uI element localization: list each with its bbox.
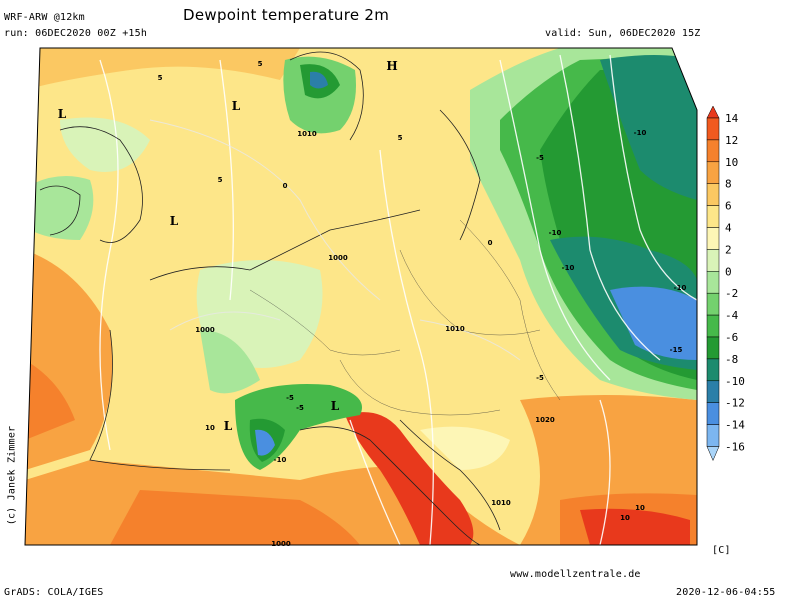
colorbar-tick-label: 2 bbox=[725, 243, 732, 256]
isotherm-label: 5 bbox=[398, 134, 403, 142]
isobar-label: 1000 bbox=[195, 326, 215, 334]
isotherm-label: 5 bbox=[158, 74, 163, 82]
isotherm-label: 5 bbox=[258, 60, 263, 68]
colorbar-bottom-arrow bbox=[706, 446, 720, 462]
colorbar-tick-label: 10 bbox=[725, 156, 738, 169]
isobar-label: 1010 bbox=[297, 130, 317, 138]
colorbar-tick-label: 0 bbox=[725, 265, 732, 278]
colorbar-tick-label: -14 bbox=[725, 419, 745, 432]
isobar-label: 1000 bbox=[328, 254, 348, 262]
pressure-center-label: H bbox=[386, 59, 397, 73]
isotherm-label: -5 bbox=[536, 374, 544, 382]
colorbar-swatch bbox=[706, 380, 720, 403]
colorbar-tick-label: 8 bbox=[725, 178, 732, 191]
colorbar-tick-label: -8 bbox=[725, 353, 738, 366]
colorbar-tick-label: -12 bbox=[725, 397, 745, 410]
isotherm-label: 10 bbox=[620, 514, 630, 522]
isotherm-label: 0 bbox=[488, 239, 493, 247]
colorbar-swatch bbox=[706, 314, 720, 338]
colorbar-swatch bbox=[706, 271, 720, 294]
colorbar-tick-label: 4 bbox=[725, 222, 732, 235]
isotherm-label: 0 bbox=[283, 182, 288, 190]
isotherm-label: -10 bbox=[674, 284, 687, 292]
isotherm-label: 10 bbox=[205, 424, 215, 432]
colorbar-unit: [C] bbox=[712, 545, 731, 556]
isotherm-label: 10 bbox=[635, 504, 645, 512]
isobar-label: 1020 bbox=[535, 416, 555, 424]
colorbar-swatch bbox=[706, 358, 720, 382]
colorbar-swatch bbox=[706, 139, 720, 163]
colorbar-tick-label: -4 bbox=[725, 309, 739, 322]
pressure-center-label: L bbox=[170, 214, 179, 228]
colorbar-swatch bbox=[706, 183, 720, 206]
colorbar-tick-label: 14 bbox=[725, 112, 739, 125]
isotherm-label: -5 bbox=[536, 154, 544, 162]
author-credit: (c) Janek Zimmer bbox=[6, 425, 18, 526]
isobar-label: 1000 bbox=[271, 540, 291, 548]
isobar-label: 1010 bbox=[445, 325, 465, 333]
colorbar-tick-label: -16 bbox=[725, 441, 745, 454]
colorbar-swatch bbox=[706, 249, 720, 272]
colorbar-swatch bbox=[706, 117, 720, 141]
footer-timestamp: 2020-12-06-04:55 bbox=[676, 587, 776, 598]
pressure-center-label: L bbox=[232, 99, 241, 113]
colorbar-swatch bbox=[706, 292, 720, 316]
isotherm-label: -10 bbox=[562, 264, 575, 272]
colorbar-tick-label: 6 bbox=[725, 200, 732, 213]
colorbar-tick-label: -10 bbox=[725, 375, 745, 388]
isotherm-label: -10 bbox=[634, 129, 647, 137]
isobar-label: 1010 bbox=[491, 499, 511, 507]
pressure-center-label: L bbox=[331, 399, 340, 413]
website-label: www.modellzentrale.de bbox=[510, 569, 641, 580]
run-label: run: 06DEC2020 00Z +15h bbox=[4, 28, 148, 39]
pressure-center-label: L bbox=[58, 107, 67, 121]
valid-label: valid: Sun, 06DEC2020 15Z bbox=[545, 28, 701, 39]
colorbar-top-arrow bbox=[706, 105, 720, 119]
isotherm-label: 5 bbox=[218, 176, 223, 184]
colorbar-tick-label: -2 bbox=[725, 287, 738, 300]
isotherm-label: -5 bbox=[296, 404, 304, 412]
colorbar-swatch bbox=[706, 424, 720, 447]
isotherm-label: -5 bbox=[286, 394, 294, 402]
isotherm-label: -15 bbox=[670, 346, 683, 354]
footer-software: GrADS: COLA/IGES bbox=[4, 587, 104, 598]
isotherm-label: -10 bbox=[274, 456, 287, 464]
colorbar-swatch bbox=[706, 336, 720, 360]
colorbar-swatch bbox=[706, 161, 720, 184]
pressure-center-label: L bbox=[224, 419, 233, 433]
colorbar-tick-label: -6 bbox=[725, 331, 738, 344]
model-label: WRF-ARW @12km bbox=[4, 12, 85, 23]
map-title: Dewpoint temperature 2m bbox=[183, 6, 390, 24]
colorbar-swatch bbox=[706, 402, 720, 425]
colorbar-swatch bbox=[706, 205, 720, 228]
colorbar-swatch bbox=[706, 227, 720, 250]
colorbar-tick-label: 12 bbox=[725, 134, 738, 147]
isotherm-label: -10 bbox=[549, 229, 562, 237]
